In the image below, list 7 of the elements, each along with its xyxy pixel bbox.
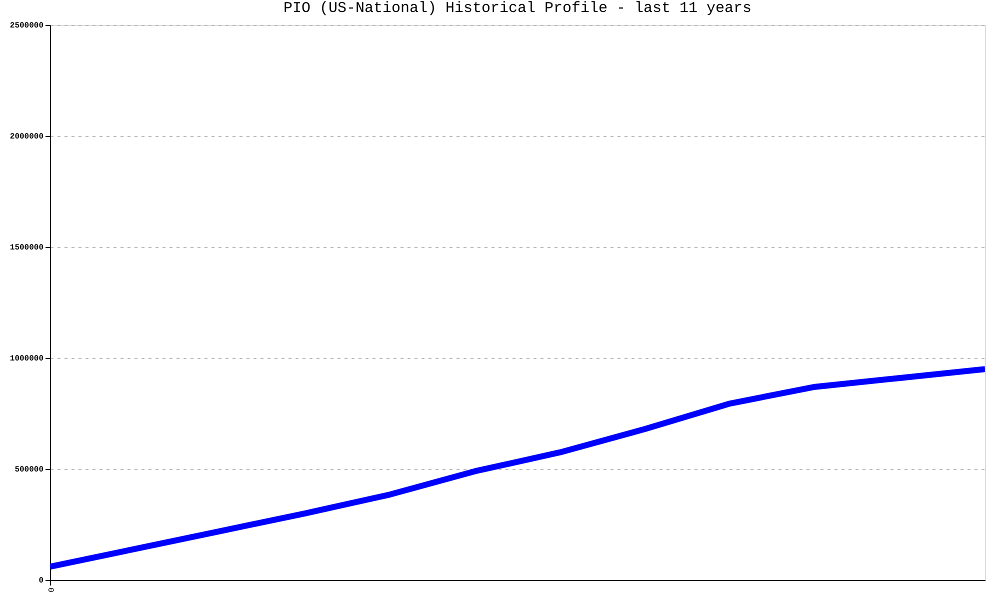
y-tick-label: 1500000 (10, 244, 44, 252)
chart-title: PIO (US-National) Historical Profile - last 11 years (283, 0, 752, 17)
y-tick-label: 1000000 (10, 354, 44, 364)
y-tick-label: 2000000 (10, 132, 44, 142)
y-tick-label: 2500000 (10, 22, 44, 30)
y-tick-label: 500000 (14, 466, 44, 474)
y-tick-label: 0 (38, 576, 44, 586)
